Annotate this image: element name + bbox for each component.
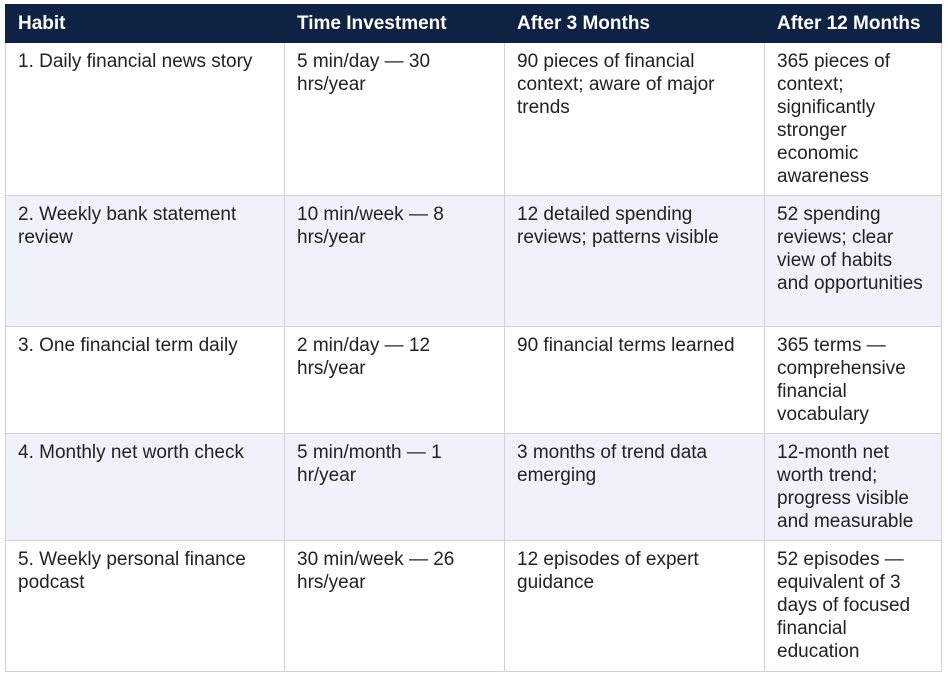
table-cell: 365 terms — comprehensive financial voca… xyxy=(764,326,942,434)
table-cell: 365 pieces of context; significantly str… xyxy=(764,42,942,196)
table-cell: 90 financial terms learned xyxy=(504,326,765,434)
table-row: 5. Weekly personal finance podcast 30 min… xyxy=(5,540,942,672)
table-cell: 1. Daily financial news story xyxy=(5,42,285,196)
column-header: Habit xyxy=(5,4,285,43)
table-cell: 3 months of trend data emerging xyxy=(504,433,765,541)
table-cell: 52 spending reviews; clear view of habit… xyxy=(764,195,942,327)
table-row: 3. One financial term daily 2 min/day — 1… xyxy=(5,326,942,434)
table-cell: 2. Weekly bank statement review xyxy=(5,195,285,327)
table-cell: 90 pieces of financial context; aware of… xyxy=(504,42,765,196)
table-cell: 12-month net worth trend; progress visib… xyxy=(764,433,942,541)
table-row: 4. Monthly net worth check 5 min/month — … xyxy=(5,433,942,541)
table-cell: 10 min/week — 8 hrs/year xyxy=(284,195,505,327)
header-row: Habit Time Investment After 3 Months After … xyxy=(5,4,942,43)
column-header: After 3 Months xyxy=(504,4,765,43)
table-row: 2. Weekly bank statement review 10 min/we… xyxy=(5,195,942,327)
table-cell: 5. Weekly personal finance podcast xyxy=(5,540,285,672)
column-header: Time Investment xyxy=(284,4,505,43)
table-row: 1. Daily financial news story 5 min/day —… xyxy=(5,42,942,196)
table-cell: 2 min/day — 12 hrs/year xyxy=(284,326,505,434)
table-cell: 5 min/month — 1 hr/year xyxy=(284,433,505,541)
table-cell: 30 min/week — 26 hrs/year xyxy=(284,540,505,672)
table-cell: 12 episodes of expert guidance xyxy=(504,540,765,672)
table-cell: 3. One financial term daily xyxy=(5,326,285,434)
table-cell: 5 min/day — 30 hrs/year xyxy=(284,42,505,196)
column-header: After 12 Months xyxy=(764,4,942,43)
table-cell: 12 detailed spending reviews; patterns v… xyxy=(504,195,765,327)
table-cell: 4. Monthly net worth check xyxy=(5,433,285,541)
table-body: 1. Daily financial news story 5 min/day —… xyxy=(5,42,942,672)
table-cell: 52 episodes — equivalent of 3 days of fo… xyxy=(764,540,942,672)
habits-table: Habit Time Investment After 3 Months After … xyxy=(5,4,942,672)
